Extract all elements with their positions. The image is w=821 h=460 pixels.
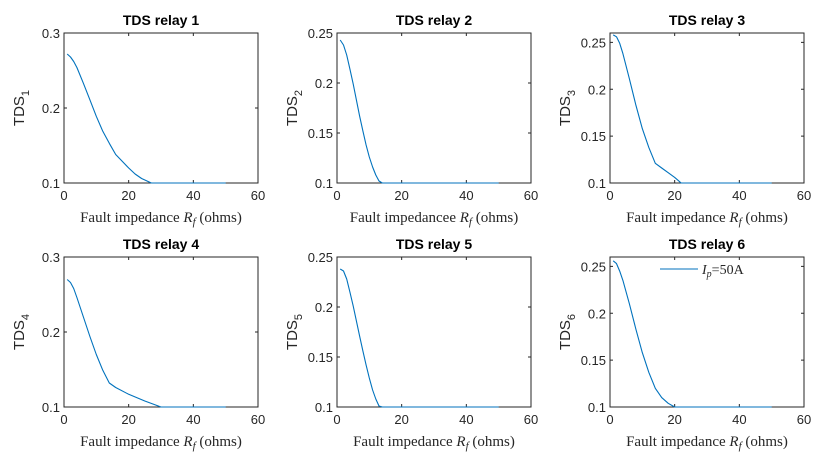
x-axis-label: Fault impedance Rf (ohms) xyxy=(626,210,788,228)
y-tick-label: 0.15 xyxy=(581,353,606,368)
chart-title: TDS relay 1 xyxy=(123,12,199,28)
y-axis-label: TDS5 xyxy=(284,314,305,350)
y-tick-label: 0.25 xyxy=(581,259,606,274)
y-axis-label: TDS2 xyxy=(284,90,305,126)
x-tick-label: 40 xyxy=(459,412,473,427)
y-tick-label: 0.25 xyxy=(308,250,333,265)
x-axis-label: Fault impedance Rf (ohms) xyxy=(353,434,515,452)
subplot-6: 0 20 40 60 0.1 0.15 0.2 0.25 TDS relay 6 TDS6 Faul… xyxy=(557,236,811,452)
x-tick-label: 60 xyxy=(251,188,265,203)
x-tick-label: 0 xyxy=(60,412,67,427)
x-axis-label: Fault impedance Rf (ohms) xyxy=(80,434,242,452)
y-tick-label: 0.1 xyxy=(315,400,333,415)
y-tick-label: 0.2 xyxy=(588,306,606,321)
y-tick-label: 0.25 xyxy=(581,35,606,50)
y-tick-label: 0.2 xyxy=(42,325,60,340)
x-tick-label: 20 xyxy=(121,412,135,427)
subplot-5: 0 20 40 60 0.1 0.15 0.2 0.25 TDS relay 5 TDS5 Faul… xyxy=(284,236,538,452)
chart-title: TDS relay 2 xyxy=(396,12,472,28)
series-line xyxy=(612,34,772,184)
axes-box xyxy=(336,256,532,408)
subplot-2: 0 20 40 60 0.1 0.15 0.2 0.25 TDS relay 2 TDS2 Faul… xyxy=(284,12,538,228)
x-tick-label: 40 xyxy=(732,412,746,427)
y-tick-label: 0.2 xyxy=(42,101,60,116)
x-tick-label: 20 xyxy=(394,412,408,427)
y-axis-label: TDS6 xyxy=(557,314,578,350)
y-tick-label: 0.2 xyxy=(315,300,333,315)
y-tick-label: 0.3 xyxy=(42,250,60,265)
x-tick-label: 40 xyxy=(459,188,473,203)
x-axis-label: Fault impedance Rf (ohms) xyxy=(80,210,242,228)
x-tick-label: 20 xyxy=(394,188,408,203)
axes-box xyxy=(63,256,259,408)
chart-title: TDS relay 3 xyxy=(669,12,745,28)
x-tick-label: 60 xyxy=(524,412,538,427)
y-tick-label: 0.15 xyxy=(581,129,606,144)
subplot-1: 0 20 40 60 0.1 0.2 0.3 TDS relay 1 TDS1 Fault imp… xyxy=(11,12,265,228)
y-tick-label: 0.1 xyxy=(588,176,606,191)
y-tick-label: 0.15 xyxy=(308,126,333,141)
series-line xyxy=(339,268,499,408)
x-tick-label: 0 xyxy=(606,412,613,427)
chart-title: TDS relay 6 xyxy=(669,236,745,252)
x-tick-label: 0 xyxy=(60,188,67,203)
x-tick-label: 0 xyxy=(333,188,340,203)
chart-title: TDS relay 4 xyxy=(123,236,199,252)
x-tick-label: 0 xyxy=(606,188,613,203)
series-line xyxy=(66,279,226,408)
chart-title: TDS relay 5 xyxy=(396,236,472,252)
subplot-3: 0 20 40 60 0.1 0.15 0.2 0.25 TDS relay 3 TDS3 Faul… xyxy=(557,12,811,228)
x-tick-label: 40 xyxy=(732,188,746,203)
x-axis-label: Fault impedance Rf (ohms) xyxy=(626,434,788,452)
x-tick-label: 60 xyxy=(524,188,538,203)
y-tick-label: 0.1 xyxy=(588,400,606,415)
axes-box xyxy=(609,256,805,408)
x-axis-label: Fault impedancee Rf (ohms) xyxy=(350,210,518,228)
axes-box xyxy=(63,32,259,184)
axes-box xyxy=(336,32,532,184)
y-axis-label: TDS1 xyxy=(11,90,32,126)
y-tick-label: 0.2 xyxy=(588,82,606,97)
y-axis-label: TDS4 xyxy=(11,314,32,350)
y-tick-label: 0.1 xyxy=(315,176,333,191)
y-tick-label: 0.2 xyxy=(315,76,333,91)
x-tick-label: 20 xyxy=(667,412,681,427)
axes-box xyxy=(609,32,805,184)
y-tick-label: 0.1 xyxy=(42,400,60,415)
x-tick-label: 60 xyxy=(797,412,811,427)
x-tick-label: 20 xyxy=(121,188,135,203)
series-line xyxy=(66,53,226,184)
y-tick-label: 0.25 xyxy=(308,26,333,41)
x-tick-label: 40 xyxy=(186,412,200,427)
x-tick-label: 60 xyxy=(251,412,265,427)
subplot-4: 0 20 40 60 0.1 0.2 0.3 TDS relay 4 TDS4 Fault imp… xyxy=(11,236,265,452)
legend: Ip=50A xyxy=(660,263,745,280)
x-tick-label: 0 xyxy=(333,412,340,427)
x-tick-label: 20 xyxy=(667,188,681,203)
y-axis-label: TDS3 xyxy=(557,90,578,126)
x-tick-label: 40 xyxy=(186,188,200,203)
series-line xyxy=(612,260,772,408)
y-tick-label: 0.1 xyxy=(42,176,60,191)
legend-label: Ip=50A xyxy=(701,263,745,280)
x-tick-label: 60 xyxy=(797,188,811,203)
y-tick-label: 0.15 xyxy=(308,350,333,365)
series-line xyxy=(339,39,499,184)
y-tick-label: 0.3 xyxy=(42,26,60,41)
